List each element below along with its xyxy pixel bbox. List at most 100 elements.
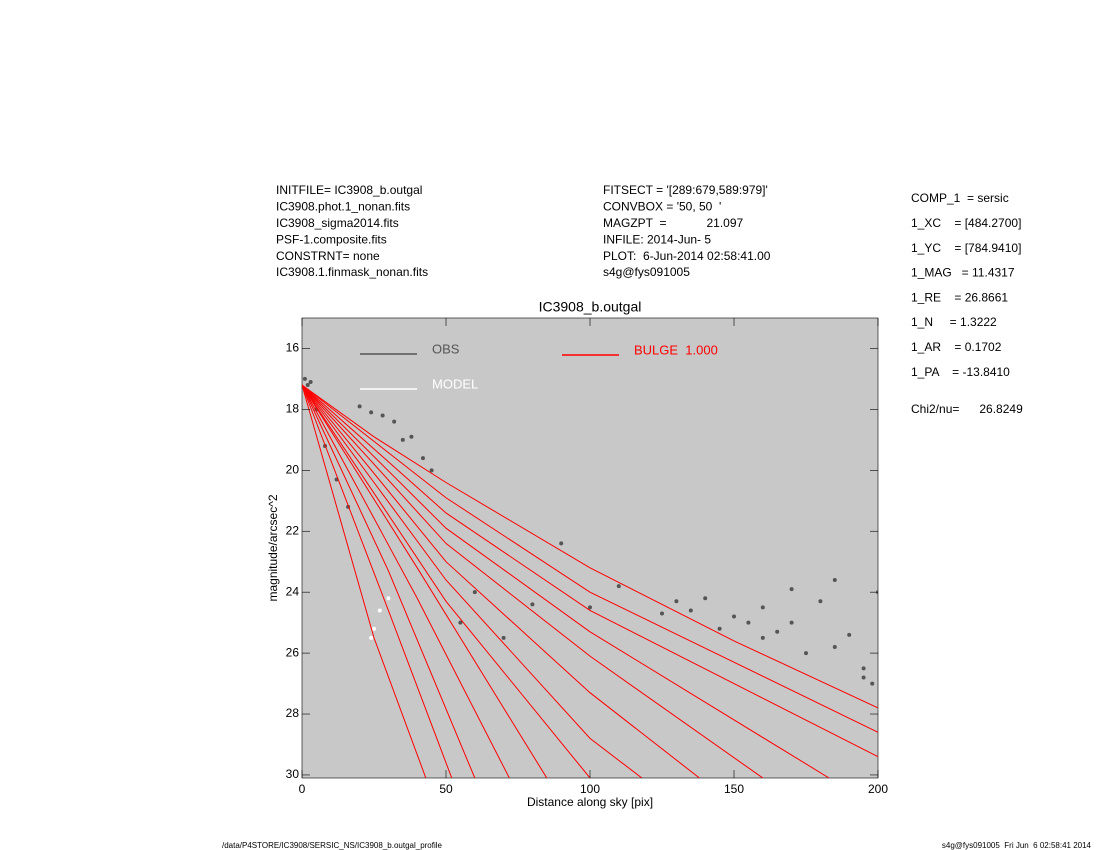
header-text: CONVBOX = '50, 50 ' [603, 200, 721, 214]
y-axis-label: magnitude/arcsec^2 [266, 494, 280, 601]
model-line [302, 384, 591, 778]
data-point [308, 379, 313, 384]
data-point [357, 404, 362, 409]
model-line [302, 384, 764, 778]
data-point [386, 596, 391, 601]
model-line [302, 384, 878, 709]
footer-text: /data/P4STORE/IC3908/SERSIC_NS/IC3908_b.… [222, 841, 443, 850]
data-point [420, 456, 425, 461]
model-line [302, 384, 643, 778]
x-tick-label: 100 [580, 782, 600, 796]
data-point [688, 608, 693, 613]
footer-text: s4g@fys091005 Fri Jun 6 02:58:41 2014 [942, 841, 1092, 850]
param-text: COMP_1 = sersic [911, 191, 1009, 205]
data-point [804, 651, 808, 656]
legend-label: MODEL [432, 376, 478, 391]
data-point [302, 376, 307, 381]
data-point [559, 541, 564, 546]
data-point [429, 468, 434, 473]
data-point [377, 608, 382, 613]
data-point [392, 419, 397, 424]
data-point [660, 611, 664, 616]
data-point [380, 413, 385, 418]
header-text: CONSTRNT= none [276, 249, 380, 263]
data-point [775, 629, 780, 634]
model-line [302, 384, 878, 733]
data-point [861, 675, 866, 680]
model-line [302, 384, 476, 778]
param-text: Chi2/nu= 26.8249 [911, 402, 1023, 416]
data-point [789, 620, 794, 625]
data-point [588, 605, 592, 610]
y-tick-label: 18 [286, 402, 300, 416]
chart-title: IC3908_b.outgal [539, 299, 642, 315]
plot-area [301, 317, 879, 779]
y-tick-label: 20 [286, 462, 300, 476]
model-line [302, 384, 878, 758]
data-point [372, 626, 376, 631]
data-point [832, 577, 837, 582]
data-point [818, 599, 823, 604]
data-point [674, 599, 679, 604]
y-tick-label: 22 [286, 523, 300, 537]
y-tick-label: 24 [286, 584, 300, 598]
y-tick-label: 30 [286, 767, 300, 781]
data-point [616, 584, 621, 589]
model-line [302, 384, 830, 778]
header-text: s4g@fys091005 [603, 265, 690, 279]
x-tick-label: 150 [724, 782, 744, 796]
header-text: FITSECT = '[289:679,589:979]' [603, 183, 768, 197]
y-tick-label: 28 [286, 706, 300, 720]
data-point [472, 590, 477, 595]
data-point [530, 602, 535, 607]
legend-label: OBS [432, 341, 460, 356]
param-text: 1_PA = -13.8410 [911, 365, 1010, 379]
x-tick-label: 50 [439, 782, 453, 796]
data-point [870, 681, 875, 686]
header-text: IC3908.1.finmask_nonan.fits [276, 265, 428, 279]
header-text: IC3908.phot.1_nonan.fits [276, 200, 410, 214]
param-text: 1_XC = [484.2700] [911, 216, 1021, 230]
data-point [717, 626, 722, 631]
data-point [861, 666, 866, 671]
param-text: 1_YC = [784.9410] [911, 241, 1021, 255]
data-point [789, 587, 794, 592]
header-text: PLOT: 6-Jun-2014 02:58:41.00 [603, 249, 771, 263]
header-text: INFILE: 2014-Jun- 5 [603, 232, 711, 246]
data-point [746, 620, 751, 625]
header-text: MAGZPT = 21.097 [603, 216, 743, 230]
x-axis-label: Distance along sky [pix] [527, 795, 653, 809]
model-line [302, 384, 427, 778]
param-text: 1_N = 1.3222 [911, 315, 997, 329]
param-text: 1_RE = 26.8661 [911, 290, 1008, 304]
data-point [832, 645, 837, 650]
plot-marks [302, 376, 878, 778]
header-text: INITFILE= IC3908_b.outgal [276, 183, 422, 197]
model-line [302, 384, 700, 778]
param-text: 1_AR = 0.1702 [911, 340, 1002, 354]
data-point [703, 596, 708, 601]
data-point [305, 383, 310, 388]
model-line [302, 384, 548, 778]
y-tick-label: 26 [286, 645, 300, 659]
data-point [732, 614, 736, 619]
x-tick-label: 200 [868, 782, 888, 796]
data-point [458, 620, 463, 625]
header-text: IC3908_sigma2014.fits [276, 216, 399, 230]
y-tick-label: 16 [286, 341, 300, 355]
model-line [302, 384, 453, 778]
data-point [369, 410, 374, 415]
data-point [400, 437, 405, 442]
model-line [302, 384, 510, 778]
legend-label: BULGE 1.000 [634, 342, 718, 357]
data-point [409, 434, 414, 439]
data-point [369, 635, 374, 640]
x-tick-label: 0 [299, 782, 306, 796]
data-point [847, 632, 852, 637]
data-point [760, 635, 765, 640]
param-text: 1_MAG = 11.4317 [911, 266, 1015, 280]
data-point [760, 605, 765, 610]
header-text: PSF-1.composite.fits [276, 232, 387, 246]
data-point [501, 635, 506, 640]
